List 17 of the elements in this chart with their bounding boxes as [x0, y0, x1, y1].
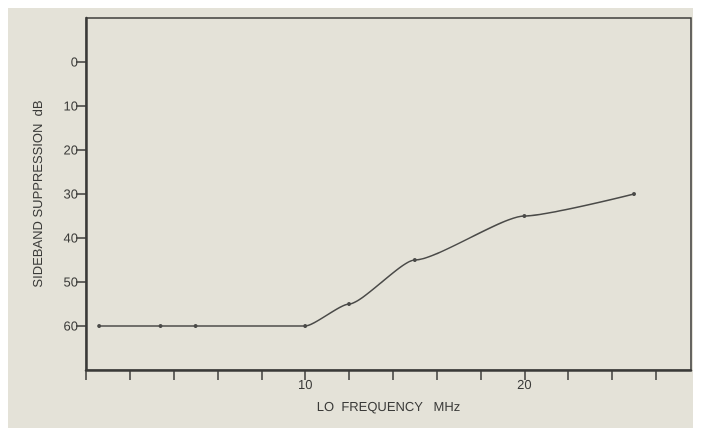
x-axis-title: LO FREQUENCY MHz [316, 399, 460, 414]
y-axis-title: SIDEBAND SUPPRESSION dB [30, 100, 45, 288]
y-tick-label: 0 [70, 54, 78, 70]
point [194, 324, 198, 328]
point [158, 324, 163, 328]
point [303, 324, 308, 328]
y-tick-label: 10 [64, 98, 78, 114]
y-tick-label: 20 [64, 142, 78, 158]
point [97, 324, 102, 328]
y-tick-label: 40 [64, 230, 78, 246]
y-tick-label: 60 [64, 318, 78, 334]
point [347, 302, 352, 306]
point [522, 214, 526, 218]
point [412, 258, 417, 262]
y-tick-label: 30 [64, 186, 78, 202]
point [632, 192, 636, 196]
y-tick-label: 50 [64, 274, 78, 290]
